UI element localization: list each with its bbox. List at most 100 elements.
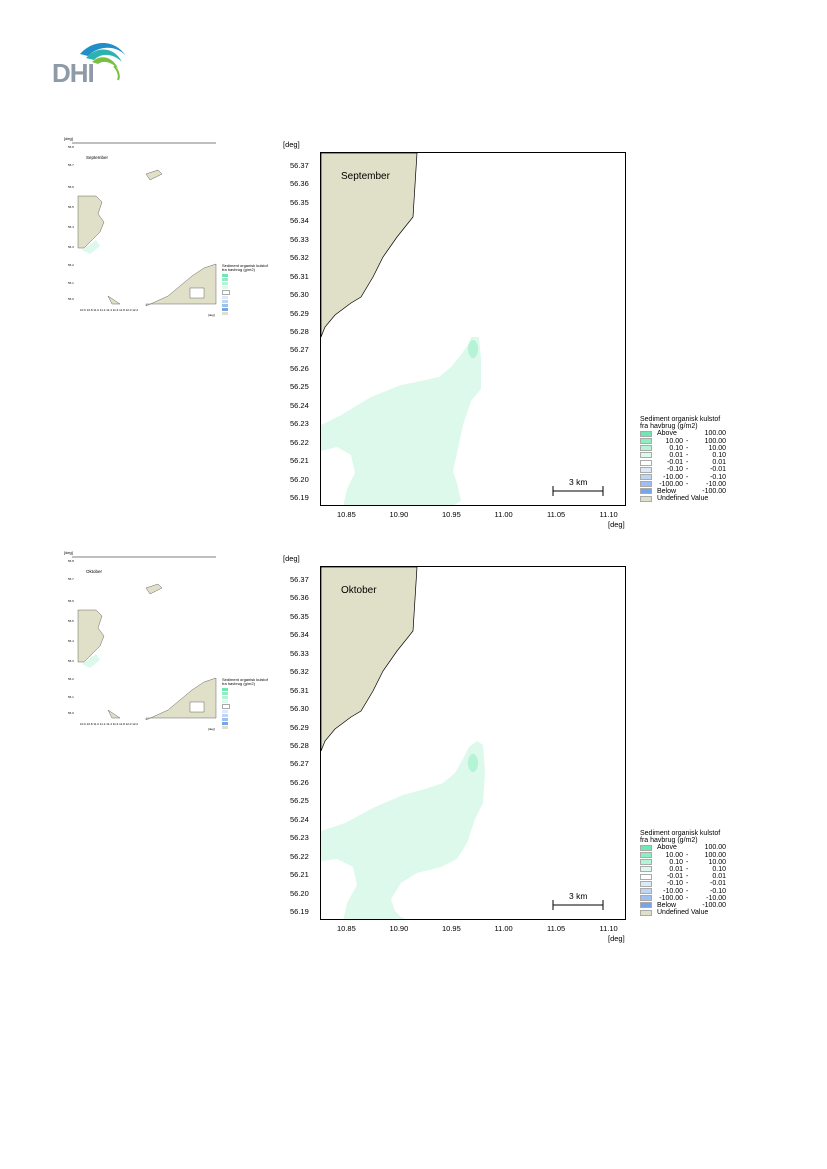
- legend-swatch: [640, 844, 652, 851]
- x-tick-label: 11.05: [547, 510, 566, 519]
- svg-text:56.2: 56.2: [68, 263, 74, 267]
- y-axis-unit-label: [deg]: [283, 140, 300, 149]
- month-label: Oktober: [341, 585, 377, 596]
- y-tick-label: 56.33: [290, 234, 309, 244]
- svg-text:56.7: 56.7: [68, 163, 74, 167]
- y-tick-label: 56.29: [290, 308, 309, 318]
- svg-text:[deg]: [deg]: [208, 313, 215, 317]
- y-tick-label: 56.32: [290, 667, 309, 677]
- svg-text:56.8: 56.8: [68, 145, 74, 149]
- sediment-plume: [321, 337, 481, 505]
- legend-item: Undefined Value: [640, 495, 720, 502]
- scale-bar-icon: [552, 486, 604, 496]
- legend-title: Sediment organisk kulstof: [640, 830, 721, 837]
- legend-swatch: [640, 888, 652, 894]
- svg-text:[deg]: [deg]: [64, 136, 73, 141]
- legend-swatch: [640, 466, 652, 473]
- x-tick-label: 11.00: [494, 924, 513, 933]
- y-tick-label: 56.36: [290, 179, 309, 189]
- sediment-hotspot: [468, 754, 478, 772]
- y-tick-label: 56.32: [290, 253, 309, 263]
- x-tick-label: 10.90: [389, 924, 409, 933]
- y-tick-label: 56.22: [290, 437, 309, 447]
- legend-panel: Sediment organisk kulstof fra havbrug (g…: [640, 830, 726, 916]
- y-tick-label: 56.26: [290, 777, 309, 787]
- thumbnail-overview-map: [deg] September 56.8 56.7 56.6 56.5 56.4…: [64, 136, 217, 317]
- y-tick-label: 56.27: [290, 345, 309, 355]
- svg-text:56.8: 56.8: [68, 559, 74, 563]
- legend-item: Above 100.00: [640, 430, 726, 437]
- legend-item: Below -100.00: [640, 902, 726, 909]
- legend-swatch: [640, 909, 652, 916]
- y-tick-label: 56.30: [290, 704, 309, 714]
- svg-text:[deg]: [deg]: [208, 727, 215, 731]
- svg-text:56.3: 56.3: [68, 245, 74, 249]
- scale-label: 3 km: [569, 891, 588, 901]
- legend-item: 0.01-0.10: [640, 452, 726, 459]
- logo-text: DHI: [52, 58, 95, 88]
- y-tick-label: 56.26: [290, 363, 309, 373]
- legend-item: -0.10- -0.01: [640, 466, 726, 473]
- y-tick-label: 56.35: [290, 611, 309, 621]
- svg-text:56.1: 56.1: [68, 695, 74, 699]
- legend-item: Below -100.00: [640, 488, 726, 495]
- svg-text:56.4: 56.4: [68, 225, 74, 229]
- x-axis-unit-label: [deg]: [608, 520, 625, 529]
- x-tick-label: 11.05: [547, 924, 566, 933]
- legend-swatch: [640, 445, 652, 452]
- legend-swatch: [640, 902, 652, 909]
- legend-item: -0.10- -0.01: [640, 880, 726, 887]
- legend-item: 10.00-100.00: [640, 438, 726, 445]
- scale-label: 3 km: [569, 477, 588, 487]
- svg-text:10.6 10.8 11.0 11.2: 10.6 10.8 11.0 11.2 11.4 11.6 11.8 12.0 …: [80, 722, 138, 726]
- y-tick-label: 56.25: [290, 382, 309, 392]
- y-tick-label: 56.25: [290, 796, 309, 806]
- legend-swatch: [640, 866, 652, 873]
- thumbnail-legend: Sediment organisk kulstof fra havbrug (g…: [222, 263, 268, 315]
- x-tick-label: 10.95: [442, 924, 461, 933]
- y-tick-label: 56.21: [290, 456, 309, 466]
- y-tick-label: 56.29: [290, 722, 309, 732]
- land-area: [321, 153, 418, 338]
- legend-swatch: [640, 452, 652, 459]
- svg-text:56.0: 56.0: [68, 297, 74, 301]
- svg-text:56.5: 56.5: [68, 619, 74, 623]
- y-tick-label: 56.19: [290, 907, 309, 916]
- svg-text:September: September: [86, 155, 109, 160]
- x-tick-label: 11.00: [494, 510, 513, 519]
- y-tick-label: 56.22: [290, 851, 309, 861]
- svg-text:56.3: 56.3: [68, 659, 74, 663]
- svg-text:56.7: 56.7: [68, 577, 74, 581]
- sediment-hotspot: [468, 340, 478, 358]
- x-tick-label: 10.85: [337, 924, 356, 933]
- legend-swatch: [640, 495, 652, 502]
- sediment-plume: [321, 741, 485, 919]
- legend-title: Sediment organisk kulstof: [640, 416, 721, 423]
- legend-swatch: [640, 852, 652, 859]
- legend-subtitle: fra havbrug (g/m2): [640, 423, 698, 431]
- dhi-logo-icon: [80, 43, 126, 81]
- scale-bar-icon: [552, 900, 604, 910]
- x-tick-label: 10.85: [337, 510, 356, 519]
- y-tick-label: 56.21: [290, 870, 309, 880]
- thumbnail-legend: Sediment organisk kulstof fra havbrug (g…: [222, 677, 268, 729]
- legend-swatch: [640, 474, 652, 480]
- thumbnail-overview-map: [deg] Oktober 56.8 56.7 56.6 56.5 56.4 5…: [64, 550, 217, 731]
- y-tick-label: 56.23: [290, 419, 309, 429]
- svg-text:56.0: 56.0: [68, 711, 74, 715]
- svg-text:56.5: 56.5: [68, 205, 74, 209]
- main-map-oktober: Oktober 3 km: [320, 566, 626, 920]
- legend-item: -0.01-0.01: [640, 873, 726, 880]
- y-tick-label: 56.37: [290, 575, 309, 584]
- main-map-september: September 3 km: [320, 152, 626, 506]
- y-tick-label: 56.23: [290, 833, 309, 843]
- y-tick-label: 56.28: [290, 741, 309, 750]
- y-tick-label: 56.30: [290, 290, 309, 300]
- svg-text:[deg]: [deg]: [64, 550, 73, 555]
- y-axis-unit-label: [deg]: [283, 554, 300, 563]
- legend-swatch: [640, 438, 652, 445]
- svg-text:10.6 10.8 11.0 11.2: 10.6 10.8 11.0 11.2 11.4 11.6 11.8 12.0 …: [80, 308, 138, 312]
- legend-swatch: [640, 459, 652, 466]
- month-label: September: [341, 171, 390, 182]
- y-tick-label: 56.34: [290, 216, 309, 226]
